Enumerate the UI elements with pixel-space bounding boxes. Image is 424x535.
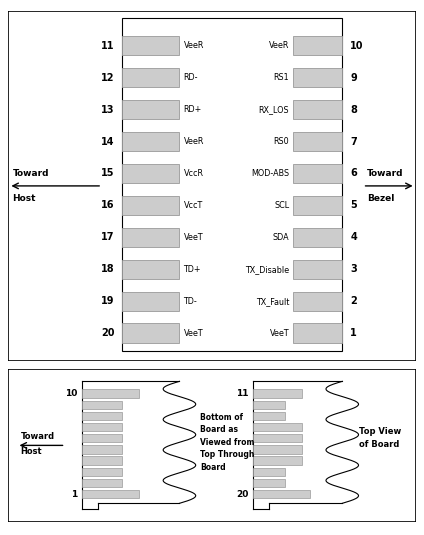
Text: 11: 11	[236, 389, 248, 398]
Text: 1: 1	[350, 328, 357, 338]
Text: VeeT: VeeT	[184, 328, 203, 338]
Text: 6: 6	[350, 169, 357, 179]
Bar	[123, 228, 179, 247]
Text: 15: 15	[101, 169, 114, 179]
Text: TX_Disable: TX_Disable	[245, 265, 289, 274]
Bar	[82, 479, 123, 487]
Bar	[123, 324, 179, 343]
Text: Toward: Toward	[367, 169, 403, 178]
Bar	[123, 18, 342, 350]
Text: VeeT: VeeT	[270, 328, 289, 338]
Text: 1: 1	[71, 490, 78, 499]
Bar	[293, 36, 342, 56]
Text: TD-: TD-	[184, 297, 197, 305]
Bar	[82, 412, 123, 420]
Text: Host: Host	[13, 194, 36, 203]
Text: Toward: Toward	[13, 169, 49, 178]
Text: 10: 10	[350, 41, 364, 51]
Text: 18: 18	[100, 264, 114, 274]
Bar	[82, 445, 123, 454]
Bar	[293, 324, 342, 343]
Text: 3: 3	[350, 264, 357, 274]
Bar	[253, 479, 285, 487]
Text: VeeR: VeeR	[184, 137, 204, 146]
Text: RS0: RS0	[274, 137, 289, 146]
Bar	[253, 445, 301, 454]
Text: SDA: SDA	[273, 233, 289, 242]
Text: 20: 20	[236, 490, 248, 499]
Text: 11: 11	[101, 41, 114, 51]
Text: RD+: RD+	[184, 105, 202, 114]
Bar	[293, 100, 342, 119]
Bar	[82, 490, 139, 499]
Bar	[253, 389, 301, 398]
Text: Top View
of Board: Top View of Board	[359, 427, 401, 448]
Bar	[293, 196, 342, 215]
Text: Bezel: Bezel	[367, 194, 394, 203]
Text: VeeR: VeeR	[184, 41, 204, 50]
Bar	[82, 423, 123, 431]
Text: 9: 9	[350, 73, 357, 83]
Bar	[123, 164, 179, 183]
Text: VccR: VccR	[184, 169, 204, 178]
Text: 20: 20	[101, 328, 114, 338]
Bar	[123, 259, 179, 279]
Text: 13: 13	[101, 105, 114, 114]
Text: Bottom of
Board as
Viewed from
Top Through
Board: Bottom of Board as Viewed from Top Throu…	[200, 413, 254, 472]
Bar	[123, 132, 179, 151]
Text: RX_LOS: RX_LOS	[259, 105, 289, 114]
Bar	[123, 196, 179, 215]
Bar	[253, 490, 310, 499]
Bar	[82, 456, 123, 465]
Text: RD-: RD-	[184, 73, 198, 82]
Bar	[253, 412, 285, 420]
Bar	[123, 292, 179, 311]
Bar	[253, 456, 301, 465]
Bar	[293, 132, 342, 151]
Text: 19: 19	[101, 296, 114, 306]
Text: 10: 10	[65, 389, 78, 398]
Text: TD+: TD+	[184, 265, 201, 274]
Bar	[123, 68, 179, 87]
Bar	[82, 468, 123, 476]
Bar	[82, 401, 123, 409]
Text: 8: 8	[350, 105, 357, 114]
Text: VeeT: VeeT	[184, 233, 203, 242]
Text: 12: 12	[101, 73, 114, 83]
Bar	[293, 228, 342, 247]
Bar	[253, 434, 301, 442]
Bar	[253, 401, 285, 409]
Text: 16: 16	[101, 201, 114, 210]
Bar	[293, 68, 342, 87]
Bar	[253, 423, 301, 431]
Text: 17: 17	[101, 232, 114, 242]
Text: VeeR: VeeR	[269, 41, 289, 50]
Text: 5: 5	[350, 201, 357, 210]
Bar	[293, 259, 342, 279]
Text: 7: 7	[350, 136, 357, 147]
Text: VccT: VccT	[184, 201, 203, 210]
Text: 2: 2	[350, 296, 357, 306]
Text: RS1: RS1	[274, 73, 289, 82]
Bar	[293, 292, 342, 311]
Bar	[253, 468, 285, 476]
Bar	[82, 389, 139, 398]
Bar	[123, 100, 179, 119]
Bar	[293, 164, 342, 183]
Text: TX_Fault: TX_Fault	[256, 297, 289, 305]
Text: 4: 4	[350, 232, 357, 242]
Bar	[123, 36, 179, 56]
Text: Toward: Toward	[21, 432, 55, 441]
Text: Host: Host	[21, 447, 42, 456]
Bar	[82, 434, 123, 442]
Text: SCL: SCL	[274, 201, 289, 210]
Text: MOD-ABS: MOD-ABS	[251, 169, 289, 178]
Text: 14: 14	[101, 136, 114, 147]
